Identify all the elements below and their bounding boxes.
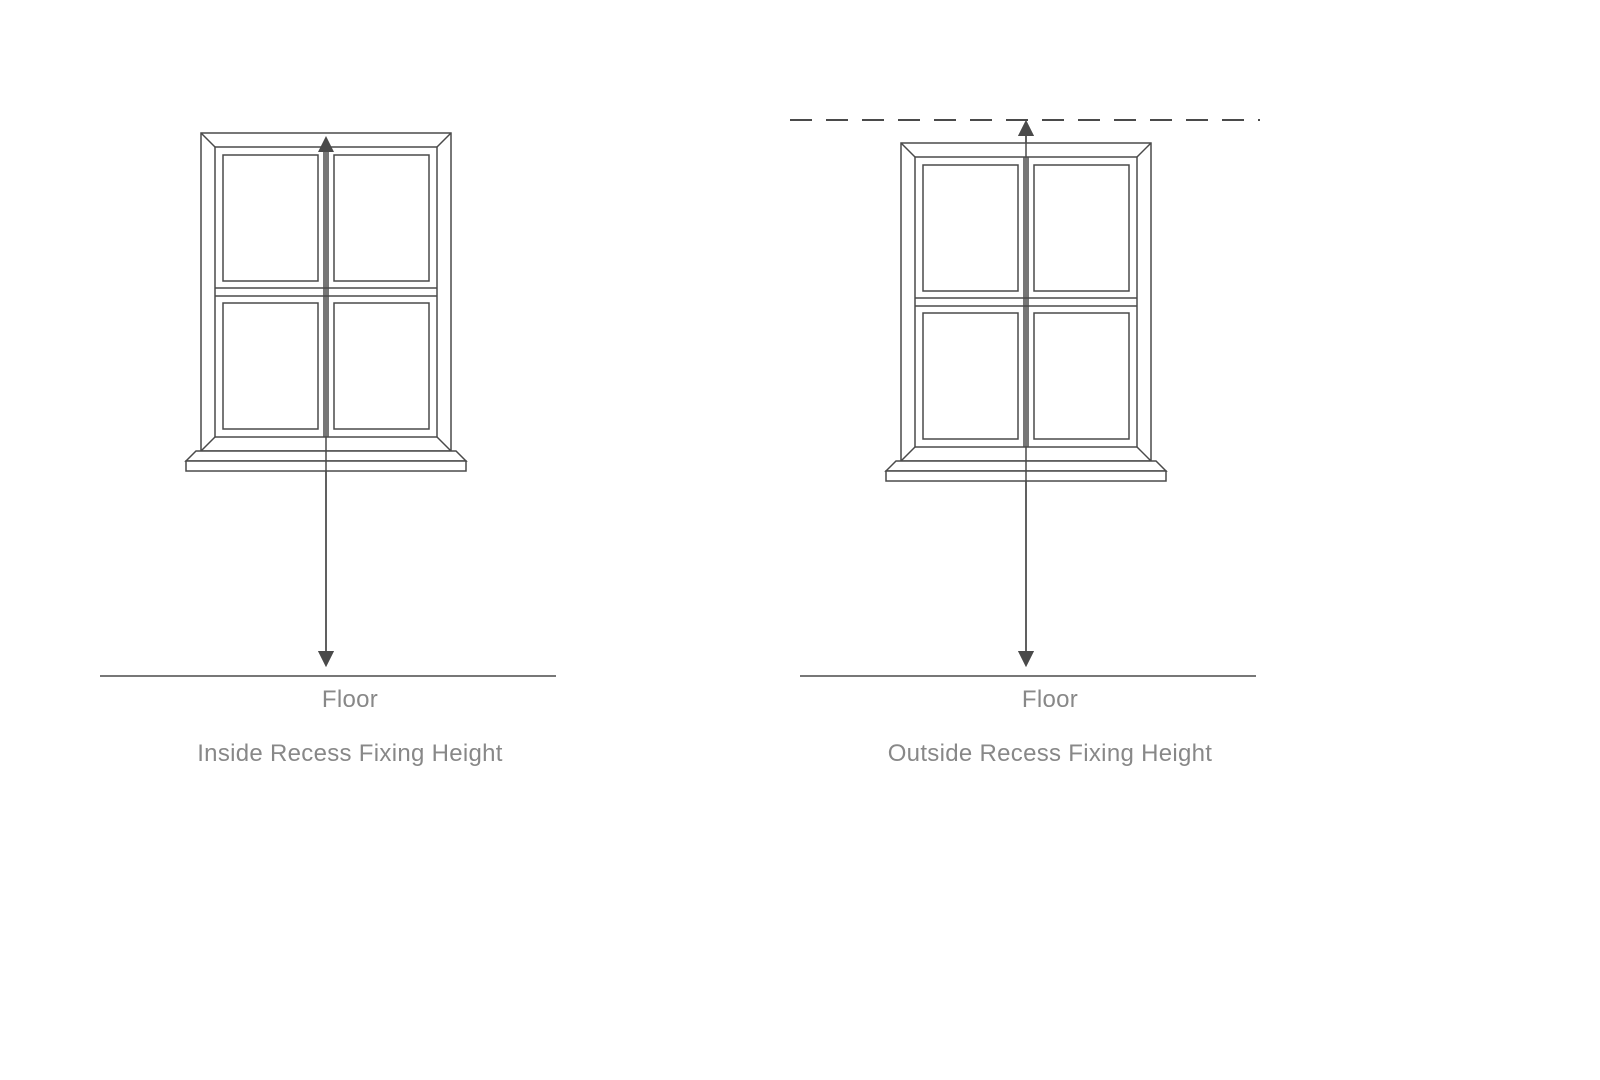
floor-label-left: Floor [0, 686, 700, 714]
panel-inside-recess: Floor Inside Recess Fixing Height [0, 0, 700, 1080]
panel-outside-recess: Floor Outside Recess Fixing Height [700, 0, 1400, 1080]
illustration-inside-recess [0, 0, 700, 1080]
diagram-stage: Floor Inside Recess Fixing Height Floor … [0, 0, 1600, 1080]
illustration-outside-recess [700, 0, 1400, 1080]
caption-outside-recess: Outside Recess Fixing Height [700, 740, 1400, 768]
caption-inside-recess: Inside Recess Fixing Height [0, 740, 700, 768]
floor-label-right: Floor [700, 686, 1400, 714]
